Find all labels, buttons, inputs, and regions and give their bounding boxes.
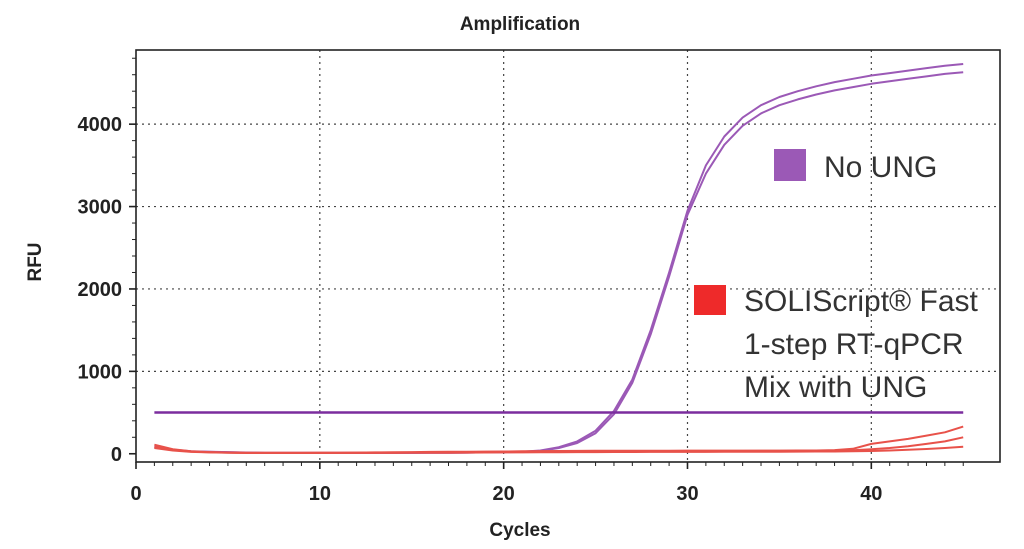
series-layer [154,63,964,454]
y-tick-label: 0 [111,444,122,466]
legend: No UNG SOLIScript® Fast 1-step RT-qPCR Mix … [694,149,978,404]
series-line-red [154,445,964,454]
x-tick-label: 20 [493,483,515,505]
x-tick-label: 40 [860,483,882,505]
y-tick-label: 2000 [78,279,123,301]
y-tick-label: 3000 [78,197,123,219]
legend-label-with-ung: 1-step RT-qPCR [744,328,964,361]
y-tick-label: 4000 [78,114,123,136]
grid-lines [136,50,1000,462]
x-tick-label: 0 [130,483,141,505]
legend-swatch-no-ung [774,149,806,181]
x-tick-label: 10 [309,483,331,505]
legend-label-no-ung: No UNG [824,151,937,184]
legend-swatch-with-ung [694,285,726,315]
y-tick-label: 1000 [78,361,123,383]
legend-label-with-ung: SOLIScript® Fast [744,285,978,318]
chart-title: Amplification [460,14,580,35]
y-axis-label: RFU [25,242,46,281]
legend-label-with-ung: Mix with UNG [744,371,927,404]
x-axis-label: Cycles [489,520,550,541]
x-tick-label: 30 [676,483,698,505]
axis-ticks: 0 10 20 30 40 0 1000 2000 3000 4000 [78,57,964,505]
